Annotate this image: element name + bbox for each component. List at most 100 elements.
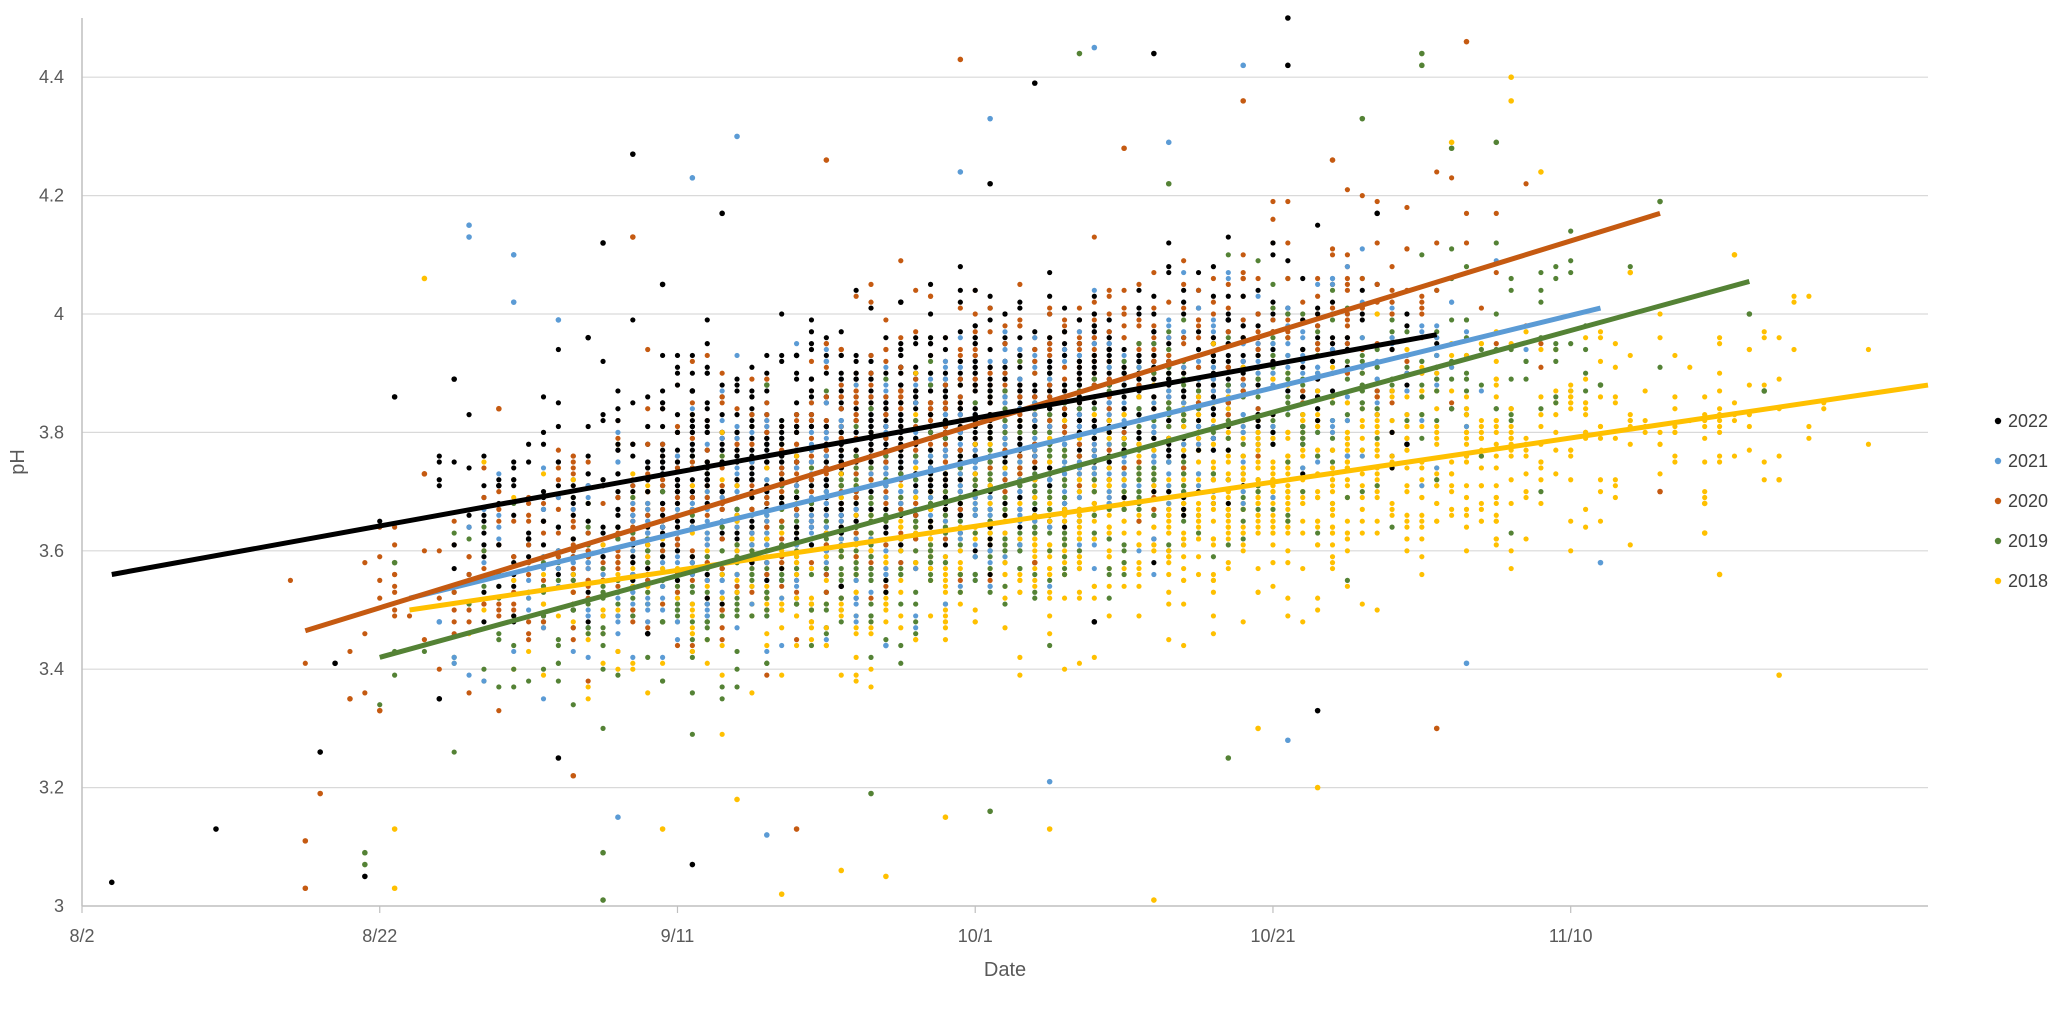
point-2018 xyxy=(1523,536,1529,542)
point-2020 xyxy=(1449,400,1455,406)
point-2022 xyxy=(838,453,844,459)
point-2020 xyxy=(555,447,561,453)
point-2018 xyxy=(1255,524,1261,530)
point-2019 xyxy=(1002,542,1008,548)
point-2022 xyxy=(1270,299,1276,305)
point-2022 xyxy=(749,388,755,394)
point-2018 xyxy=(838,601,844,607)
point-2019 xyxy=(838,619,844,625)
point-2021 xyxy=(1195,441,1202,447)
point-2018 xyxy=(1076,477,1083,483)
point-2020 xyxy=(1121,311,1127,317)
point-2018 xyxy=(615,666,621,672)
point-2018 xyxy=(1374,417,1380,424)
point-2018 xyxy=(1225,494,1231,501)
point-2018 xyxy=(1389,453,1395,459)
point-2018 xyxy=(1315,412,1321,418)
point-2021 xyxy=(1166,317,1172,323)
point-2021 xyxy=(1017,506,1023,512)
point-2020 xyxy=(1478,305,1484,311)
point-2022 xyxy=(451,542,457,548)
point-2019 xyxy=(481,524,487,530)
point-2022 xyxy=(1210,293,1217,299)
point-2021 xyxy=(927,376,934,382)
point-2018 xyxy=(734,577,740,584)
point-2022 xyxy=(898,423,904,430)
point-2019 xyxy=(1389,329,1395,335)
point-2018 xyxy=(689,607,695,613)
point-2018 xyxy=(1136,565,1142,572)
point-2019 xyxy=(1047,530,1053,536)
point-2018 xyxy=(1344,429,1351,435)
point-2018 xyxy=(1761,459,1767,465)
point-2022 xyxy=(987,364,993,370)
data-points xyxy=(108,15,1872,903)
point-2018 xyxy=(1315,494,1321,501)
point-2022 xyxy=(853,500,859,507)
point-2019 xyxy=(1419,435,1425,441)
point-2020 xyxy=(764,672,770,678)
point-2020 xyxy=(764,571,770,578)
point-2019 xyxy=(1032,571,1038,578)
point-2018 xyxy=(1151,542,1157,548)
point-2019 xyxy=(868,654,874,660)
point-2020 xyxy=(287,577,294,584)
point-2019 xyxy=(1359,400,1365,406)
point-2022 xyxy=(972,323,978,329)
point-2021 xyxy=(972,500,978,507)
point-2018 xyxy=(823,577,829,584)
point-2019 xyxy=(1136,406,1142,412)
point-2022 xyxy=(1300,346,1306,353)
point-2018 xyxy=(868,684,874,690)
point-2022 xyxy=(1106,459,1112,465)
point-2018 xyxy=(526,648,532,655)
point-2018 xyxy=(1582,376,1589,382)
point-2018 xyxy=(1061,560,1068,566)
point-2019 xyxy=(793,518,800,524)
point-2020 xyxy=(1255,311,1261,317)
point-2021 xyxy=(883,548,889,554)
point-2020 xyxy=(600,500,606,507)
point-2022 xyxy=(898,346,904,353)
point-2018 xyxy=(1255,518,1261,524)
point-2022 xyxy=(615,441,621,447)
point-2019 xyxy=(779,577,785,584)
point-2019 xyxy=(1136,423,1142,430)
point-2018 xyxy=(1553,447,1559,453)
point-2022 xyxy=(1225,358,1231,364)
point-2021 xyxy=(1434,352,1440,359)
point-2018 xyxy=(1121,477,1127,483)
point-2020 xyxy=(1061,376,1068,382)
point-2018 xyxy=(1419,388,1425,394)
point-2018 xyxy=(540,672,547,678)
point-2018 xyxy=(1657,335,1663,341)
point-2019 xyxy=(1493,406,1499,412)
point-2022 xyxy=(689,447,695,453)
point-2019 xyxy=(1478,453,1484,459)
point-2020 xyxy=(808,560,815,566)
point-2018 xyxy=(1210,477,1217,483)
point-2022 xyxy=(749,465,755,471)
point-2018 xyxy=(1240,524,1246,530)
point-2018 xyxy=(1344,441,1351,447)
point-2019 xyxy=(1061,453,1068,459)
point-2022 xyxy=(555,483,561,489)
point-2022 xyxy=(883,589,889,595)
point-2022 xyxy=(540,441,547,447)
point-2020 xyxy=(1106,287,1112,293)
point-2018 xyxy=(585,684,591,690)
point-2021 xyxy=(927,494,934,501)
point-2019 xyxy=(913,524,919,530)
point-2020 xyxy=(1195,335,1202,341)
point-2022 xyxy=(808,346,815,353)
point-2018 xyxy=(1538,423,1544,430)
point-2019 xyxy=(749,565,755,572)
point-2019 xyxy=(1389,317,1395,323)
point-2018 xyxy=(1166,518,1172,524)
point-2022 xyxy=(1032,329,1038,335)
point-2022 xyxy=(957,477,963,483)
point-2022 xyxy=(1315,417,1321,424)
point-2018 xyxy=(689,613,695,619)
point-2022 xyxy=(674,577,681,584)
point-2019 xyxy=(540,666,547,672)
